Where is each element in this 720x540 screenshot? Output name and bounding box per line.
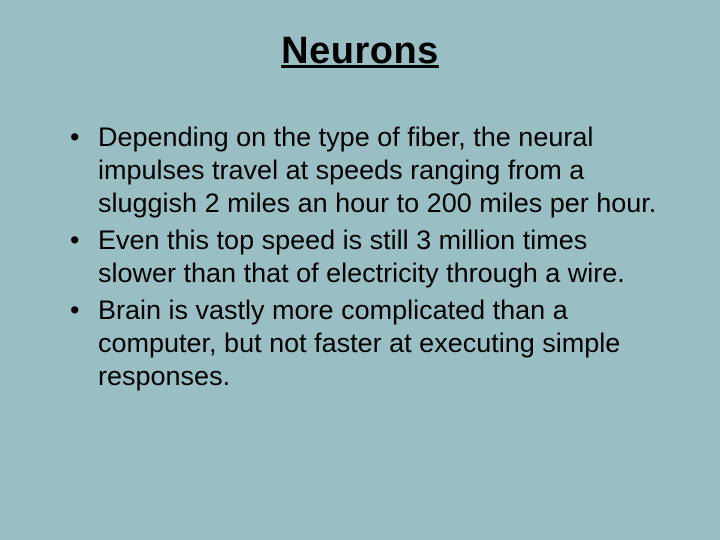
list-item: Depending on the type of fiber, the neur… [70, 121, 670, 220]
slide-title: Neurons [50, 30, 670, 73]
list-item: Even this top speed is still 3 million t… [70, 224, 670, 290]
bullet-list: Depending on the type of fiber, the neur… [50, 121, 670, 393]
list-item: Brain is vastly more complicated than a … [70, 294, 670, 393]
slide-container: Neurons Depending on the type of fiber, … [0, 0, 720, 540]
